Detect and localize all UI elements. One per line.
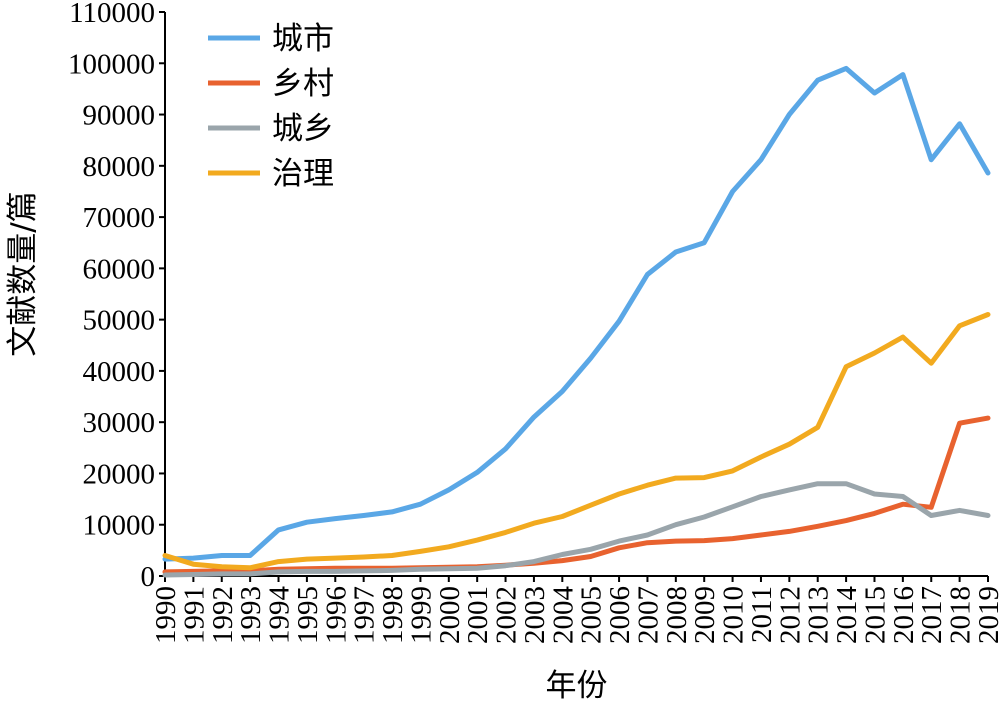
x-tick-label: 2006 bbox=[604, 586, 636, 644]
x-tick-label: 2005 bbox=[576, 586, 608, 644]
x-tick-label: 2012 bbox=[774, 586, 806, 644]
y-tick-label: 110000 bbox=[69, 0, 155, 29]
y-tick-label: 20000 bbox=[83, 458, 156, 490]
y-axis-title: 文献数量/篇 bbox=[5, 191, 41, 356]
y-tick-label: 80000 bbox=[83, 151, 156, 183]
series-line-3 bbox=[162, 481, 991, 578]
x-tick-label: 1991 bbox=[178, 586, 210, 644]
x-tick-label: 2011 bbox=[746, 586, 778, 643]
y-tick-label: 90000 bbox=[83, 100, 156, 132]
series-lines bbox=[162, 65, 991, 578]
x-tick-label: 2007 bbox=[632, 586, 664, 644]
y-tick-label: 30000 bbox=[83, 407, 156, 439]
x-tick-label: 1993 bbox=[235, 586, 267, 644]
x-tick-label: 2009 bbox=[689, 586, 721, 644]
y-tick-label: 60000 bbox=[83, 253, 156, 285]
y-tick-label: 50000 bbox=[83, 305, 156, 337]
series-line-2 bbox=[162, 415, 991, 575]
axes bbox=[164, 12, 988, 577]
legend-label: 治理 bbox=[272, 156, 334, 192]
x-tick-label: 2008 bbox=[661, 586, 693, 644]
x-tick-label: 2013 bbox=[803, 586, 835, 644]
x-tick-label: 2017 bbox=[916, 586, 948, 644]
y-ticks: 0 10000 20000 30000 40000 50000 60000 70000 8000… bbox=[68, 0, 165, 593]
y-tick-label: 40000 bbox=[83, 356, 156, 388]
x-tick-label: 2014 bbox=[831, 586, 863, 645]
x-tick-label: 1992 bbox=[207, 586, 239, 644]
x-tick-label: 1998 bbox=[377, 586, 409, 644]
x-tick-label: 1990 bbox=[150, 586, 182, 644]
x-tick-label: 1994 bbox=[264, 586, 296, 645]
x-tick-label: 2003 bbox=[519, 586, 551, 644]
x-tick-label: 2002 bbox=[491, 586, 523, 644]
x-ticks: 1990199119921993199419951996199719981999… bbox=[150, 576, 1000, 644]
x-tick-label: 2001 bbox=[462, 586, 494, 644]
y-tick-label: 70000 bbox=[83, 202, 156, 234]
legend-label: 城乡 bbox=[272, 111, 334, 147]
y-tick-label: 100000 bbox=[68, 48, 155, 80]
x-tick-label: 2016 bbox=[888, 586, 920, 644]
y-tick-label: 10000 bbox=[83, 510, 156, 542]
x-tick-label: 1996 bbox=[320, 586, 352, 644]
legend-label: 乡村 bbox=[272, 66, 334, 102]
x-tick-label: 2018 bbox=[945, 586, 977, 644]
x-tick-label: 2004 bbox=[547, 586, 579, 645]
y-tick-label: 0 bbox=[141, 561, 156, 593]
x-tick-label: 1999 bbox=[405, 586, 437, 644]
legend-label: 城市 bbox=[272, 21, 334, 57]
x-axis-title: 年份 bbox=[546, 668, 608, 703]
x-tick-label: 1997 bbox=[349, 586, 381, 644]
series-line-1 bbox=[162, 65, 991, 562]
x-tick-label: 1995 bbox=[292, 586, 324, 644]
x-tick-label: 2000 bbox=[434, 586, 466, 644]
series-line-4 bbox=[162, 312, 991, 571]
x-tick-label: 2019 bbox=[973, 586, 1000, 644]
x-tick-label: 2010 bbox=[718, 586, 750, 644]
x-tick-label: 2015 bbox=[859, 586, 891, 644]
